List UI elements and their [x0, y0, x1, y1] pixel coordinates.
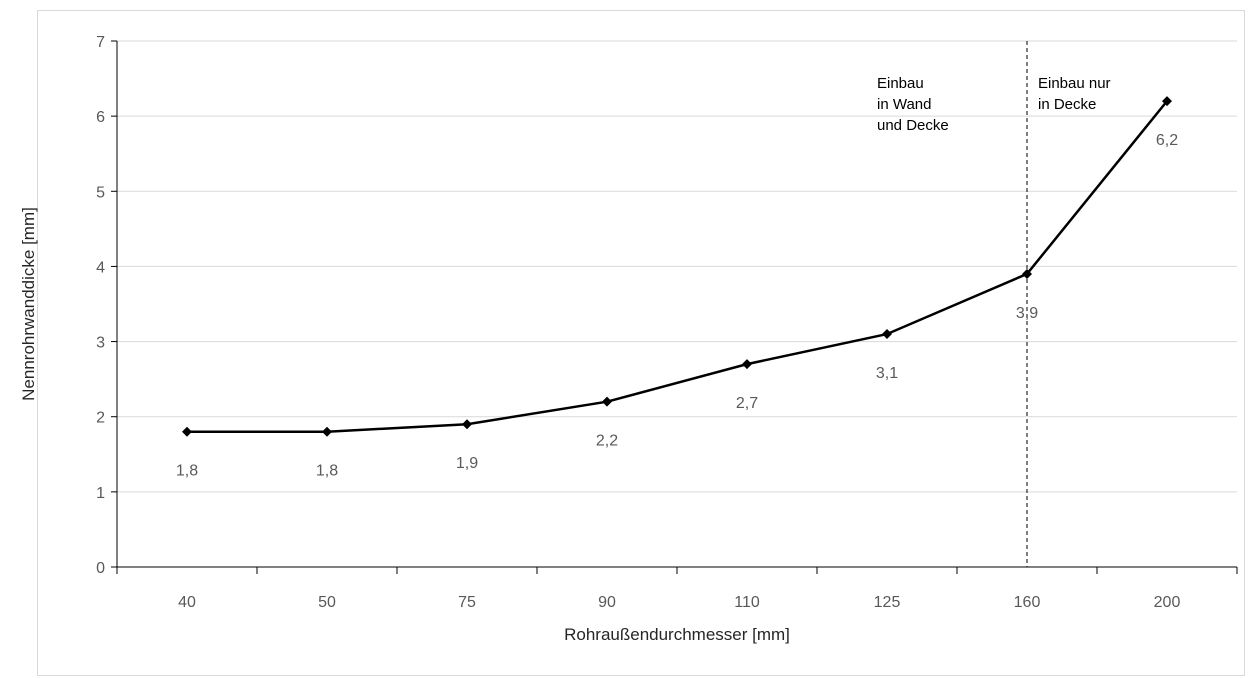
- y-tick-label: 3: [96, 335, 105, 352]
- data-point-marker: [462, 419, 472, 430]
- y-tick-label: 2: [96, 410, 105, 427]
- data-point-marker: [742, 359, 752, 370]
- x-tick-label: 125: [874, 594, 901, 611]
- annotation-wall-and-ceiling-line-3: und Decke: [877, 117, 949, 134]
- data-label: 3,1: [876, 365, 898, 382]
- data-label: 3,9: [1016, 305, 1038, 322]
- y-tick-label: 4: [96, 259, 105, 276]
- data-point-marker: [882, 329, 892, 340]
- series: [182, 96, 1172, 437]
- annotation-wall-and-ceiling-line-1: Einbau: [877, 75, 924, 92]
- y-axis-title: Nennrohrwanddicke [mm]: [19, 207, 38, 401]
- data-label: 1,9: [456, 455, 478, 472]
- data-point-marker: [1022, 268, 1032, 279]
- chart-frame: [37, 10, 1245, 676]
- data-point-marker: [182, 426, 192, 437]
- annotation-ceiling-only-line-2: in Decke: [1038, 96, 1096, 113]
- data-label: 2,2: [596, 433, 618, 450]
- x-tick-label: 40: [178, 594, 196, 611]
- annotation-ceiling-only: Einbau nur in Decke: [1038, 75, 1115, 113]
- data-point-marker: [602, 396, 612, 407]
- x-tick-label: 160: [1014, 594, 1041, 611]
- annotation-ceiling-only-line-1: Einbau nur: [1038, 75, 1111, 92]
- annotation-wall-and-ceiling-line-2: in Wand: [877, 96, 931, 113]
- y-tick-label: 5: [96, 184, 105, 201]
- annotation-wall-and-ceiling: Einbau in Wand und Decke: [877, 75, 949, 134]
- data-point-marker: [1162, 96, 1172, 107]
- y-tick-label: 7: [96, 34, 105, 51]
- data-label: 1,8: [316, 463, 338, 480]
- gridlines: [117, 40, 1237, 493]
- data-point-marker: [322, 426, 332, 437]
- x-tick-label: 90: [598, 594, 616, 611]
- data-label: 2,7: [736, 395, 758, 412]
- x-tick-label: 200: [1154, 594, 1181, 611]
- x-tick-label: 50: [318, 594, 336, 611]
- y-tick-label: 1: [96, 485, 105, 502]
- axes: 0 1 2 3 4 5 6 7 40 50 75 90 110 125 160 200: [96, 34, 1238, 611]
- x-axis-title: Rohraußendurchmesser [mm]: [564, 625, 790, 644]
- data-label: 1,8: [176, 463, 198, 480]
- y-tick-label: 6: [96, 109, 105, 126]
- x-tick-label: 75: [458, 594, 476, 611]
- data-label: 6,2: [1156, 132, 1178, 149]
- series-line: [187, 100, 1168, 433]
- y-tick-label: 0: [96, 560, 105, 577]
- labels: 1,8 1,8 1,9 2,2 2,7 3,1 3,9 6,2: [176, 132, 1178, 480]
- x-tick-label: 110: [734, 594, 760, 611]
